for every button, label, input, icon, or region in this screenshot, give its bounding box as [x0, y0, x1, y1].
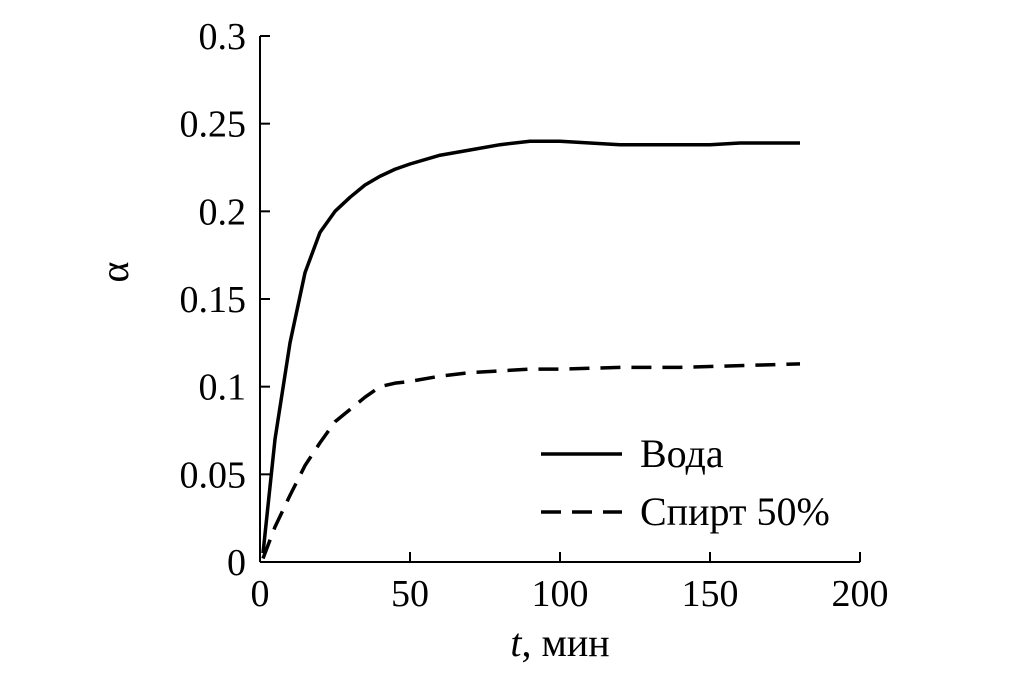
x-tick-label: 150 [682, 573, 739, 615]
y-tick-label: 0.05 [180, 454, 247, 496]
x-tick-label: 0 [251, 573, 270, 615]
x-tick-label: 50 [391, 573, 429, 615]
y-tick-label: 0.25 [180, 104, 247, 146]
y-tick-label: 0.3 [199, 16, 247, 58]
x-axis-label: t, мин [510, 620, 609, 665]
legend-label: Спирт 50% [640, 489, 830, 534]
legend-label: Вода [640, 431, 724, 476]
y-tick-label: 0.15 [180, 279, 247, 321]
x-tick-label: 100 [532, 573, 589, 615]
y-axis-label: α [92, 261, 137, 282]
x-tick-label: 200 [832, 573, 889, 615]
axes: 0 0.05 0.1 0.15 0.2 0.25 0.3 0 50 100 150 200 [180, 16, 889, 615]
legend: Вода Спирт 50% [541, 431, 830, 534]
y-tick-label: 0 [227, 542, 246, 584]
series-line-dashed [261, 362, 801, 560]
y-tick-label: 0.2 [199, 191, 247, 233]
x-axis-label-var: t [510, 620, 522, 665]
plot-area [261, 139, 801, 560]
series-line-solid [261, 139, 800, 554]
x-axis-label-unit: , мин [522, 620, 610, 665]
y-tick-label: 0.1 [199, 367, 247, 409]
